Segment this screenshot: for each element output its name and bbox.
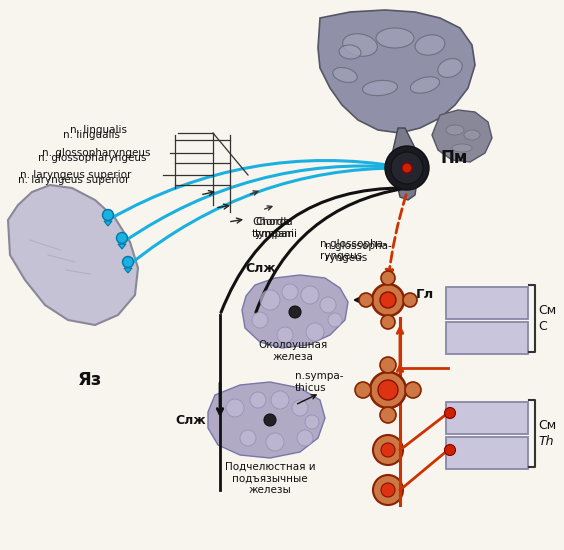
- Text: n.glossopha-
ryngeus: n.glossopha- ryngeus: [325, 241, 392, 263]
- Circle shape: [306, 323, 324, 341]
- Circle shape: [380, 292, 396, 308]
- Ellipse shape: [438, 58, 462, 78]
- Circle shape: [370, 372, 406, 408]
- Text: Пм: Пм: [440, 149, 468, 167]
- Polygon shape: [242, 275, 348, 348]
- Text: Подчелюстная и
подъязычные
железы: Подчелюстная и подъязычные железы: [224, 462, 315, 495]
- Ellipse shape: [343, 34, 377, 56]
- Circle shape: [289, 306, 301, 318]
- Text: См: См: [538, 419, 556, 432]
- Polygon shape: [118, 244, 126, 249]
- Circle shape: [264, 414, 276, 426]
- Polygon shape: [208, 382, 325, 458]
- Polygon shape: [393, 128, 418, 200]
- Polygon shape: [318, 10, 475, 133]
- Circle shape: [297, 430, 313, 446]
- Text: n. laryngeus superior: n. laryngeus superior: [18, 175, 129, 185]
- Text: Околоушная
железа: Околоушная железа: [258, 340, 328, 361]
- Circle shape: [252, 312, 268, 328]
- FancyBboxPatch shape: [446, 437, 528, 469]
- Ellipse shape: [464, 130, 480, 140]
- Circle shape: [266, 433, 284, 451]
- Circle shape: [402, 163, 412, 173]
- Circle shape: [380, 357, 396, 373]
- Circle shape: [250, 392, 266, 408]
- Text: n. laryngeus superior: n. laryngeus superior: [20, 170, 131, 180]
- Text: n. lingualis: n. lingualis: [70, 125, 127, 135]
- Circle shape: [271, 391, 289, 409]
- Text: Яз: Яз: [78, 371, 102, 389]
- Circle shape: [381, 315, 395, 329]
- Circle shape: [355, 382, 371, 398]
- Text: Chorda
tympani: Chorda tympani: [252, 217, 295, 239]
- Text: C: C: [538, 320, 547, 333]
- Circle shape: [122, 256, 134, 267]
- FancyBboxPatch shape: [446, 287, 528, 319]
- Circle shape: [292, 400, 308, 416]
- Text: n.sympa-
thicus: n.sympa- thicus: [295, 371, 343, 393]
- Text: Th: Th: [538, 435, 553, 448]
- Circle shape: [226, 399, 244, 417]
- Circle shape: [301, 286, 319, 304]
- Circle shape: [320, 297, 336, 313]
- Ellipse shape: [415, 35, 445, 55]
- Circle shape: [381, 443, 395, 457]
- Polygon shape: [124, 268, 132, 273]
- Circle shape: [305, 415, 319, 429]
- Circle shape: [444, 444, 456, 455]
- Ellipse shape: [376, 28, 414, 48]
- Circle shape: [372, 284, 404, 316]
- Circle shape: [240, 430, 256, 446]
- Polygon shape: [8, 185, 138, 325]
- Circle shape: [277, 327, 293, 343]
- Ellipse shape: [363, 80, 398, 96]
- Circle shape: [385, 146, 429, 190]
- Circle shape: [381, 271, 395, 285]
- Text: Chorda
tympani: Chorda tympani: [255, 217, 298, 239]
- Circle shape: [328, 313, 342, 327]
- Circle shape: [444, 408, 456, 419]
- Text: n.glossopha-
ryngeus: n.glossopha- ryngeus: [320, 239, 387, 261]
- Circle shape: [405, 382, 421, 398]
- Polygon shape: [104, 221, 112, 226]
- Polygon shape: [432, 110, 492, 162]
- Text: n. glossopharyngeus: n. glossopharyngeus: [38, 153, 147, 163]
- Text: Слж: Слж: [175, 414, 206, 426]
- Ellipse shape: [411, 77, 439, 93]
- Ellipse shape: [446, 125, 464, 135]
- Circle shape: [103, 210, 113, 221]
- Circle shape: [391, 152, 423, 184]
- Circle shape: [260, 290, 280, 310]
- Ellipse shape: [452, 144, 472, 152]
- Text: Гл: Гл: [416, 289, 434, 301]
- Circle shape: [373, 475, 403, 505]
- Text: См: См: [538, 304, 556, 317]
- Circle shape: [373, 435, 403, 465]
- FancyBboxPatch shape: [446, 402, 528, 434]
- Circle shape: [282, 284, 298, 300]
- Circle shape: [359, 293, 373, 307]
- Text: n. glossopharyngeus: n. glossopharyngeus: [42, 148, 151, 158]
- FancyBboxPatch shape: [446, 322, 528, 354]
- Ellipse shape: [333, 68, 357, 82]
- Circle shape: [381, 483, 395, 497]
- Circle shape: [117, 233, 127, 244]
- Ellipse shape: [339, 45, 361, 59]
- Text: n. lingualis: n. lingualis: [63, 130, 120, 140]
- Circle shape: [403, 293, 417, 307]
- Text: Слж: Слж: [245, 262, 276, 275]
- Circle shape: [380, 407, 396, 423]
- Circle shape: [378, 380, 398, 400]
